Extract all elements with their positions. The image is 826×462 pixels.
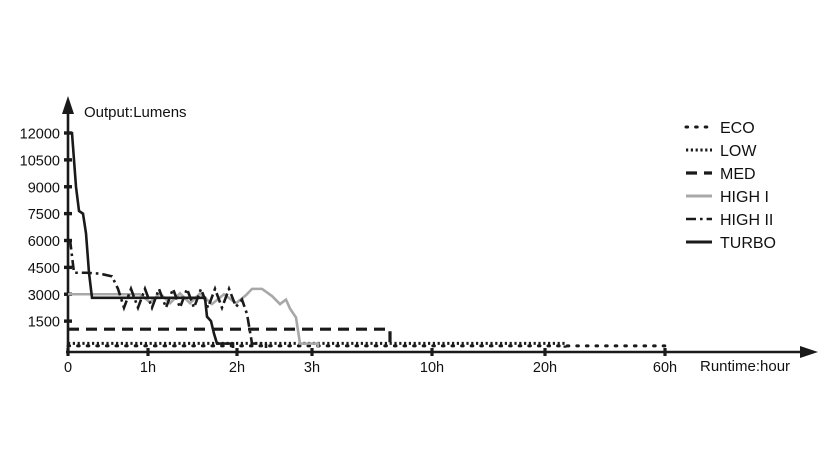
- legend-label-med: MED: [720, 166, 756, 183]
- legend-label-high-i: HIGH I: [720, 189, 769, 206]
- y-axis: [62, 96, 74, 352]
- x-tick-label: 60h: [653, 360, 677, 376]
- x-tick-label: 0: [64, 360, 72, 376]
- legend-label-high-ii: HIGH II: [720, 212, 773, 229]
- y-axis-title: Output:Lumens: [84, 104, 187, 121]
- x-tick-label: 20h: [533, 360, 557, 376]
- y-tick-label: 12000: [20, 127, 60, 143]
- x-tick-label: 1h: [140, 360, 156, 376]
- legend-label-turbo: TURBO: [720, 235, 776, 252]
- series-group: [66, 131, 667, 350]
- series-line-turbo: [70, 131, 235, 348]
- y-tick-label: 1500: [28, 315, 60, 331]
- x-axis-title: Runtime:hour: [700, 358, 790, 375]
- x-axis-arrow-icon: [800, 346, 818, 358]
- x-tick-group: 0 1h 2h 3h 10h 20h 60h: [64, 348, 677, 376]
- chart-legend: ECO LOW MED HIGH I HIGH II TURBO: [684, 120, 776, 252]
- x-tick-label: 10h: [420, 360, 444, 376]
- y-axis-arrow-icon: [62, 96, 74, 114]
- x-axis: [66, 346, 818, 358]
- legend-label-eco: ECO: [720, 120, 755, 137]
- x-tick-label: 2h: [229, 360, 245, 376]
- series-line-med: [68, 327, 392, 348]
- y-tick-label: 6000: [28, 234, 60, 250]
- legend-label-low: LOW: [720, 143, 757, 160]
- y-tick-label: 7500: [28, 207, 60, 223]
- y-tick-label: 10500: [20, 153, 60, 169]
- series-line-low: [68, 341, 567, 348]
- y-tick-label: 4500: [28, 261, 60, 277]
- y-tick-label: 3000: [28, 288, 60, 304]
- y-tick-group: 1500 3000 4500 6000 7500 9000 10500 12000: [20, 127, 72, 331]
- x-tick-label: 3h: [304, 360, 320, 376]
- y-tick-label: 9000: [28, 180, 60, 196]
- series-line-eco: [66, 344, 667, 350]
